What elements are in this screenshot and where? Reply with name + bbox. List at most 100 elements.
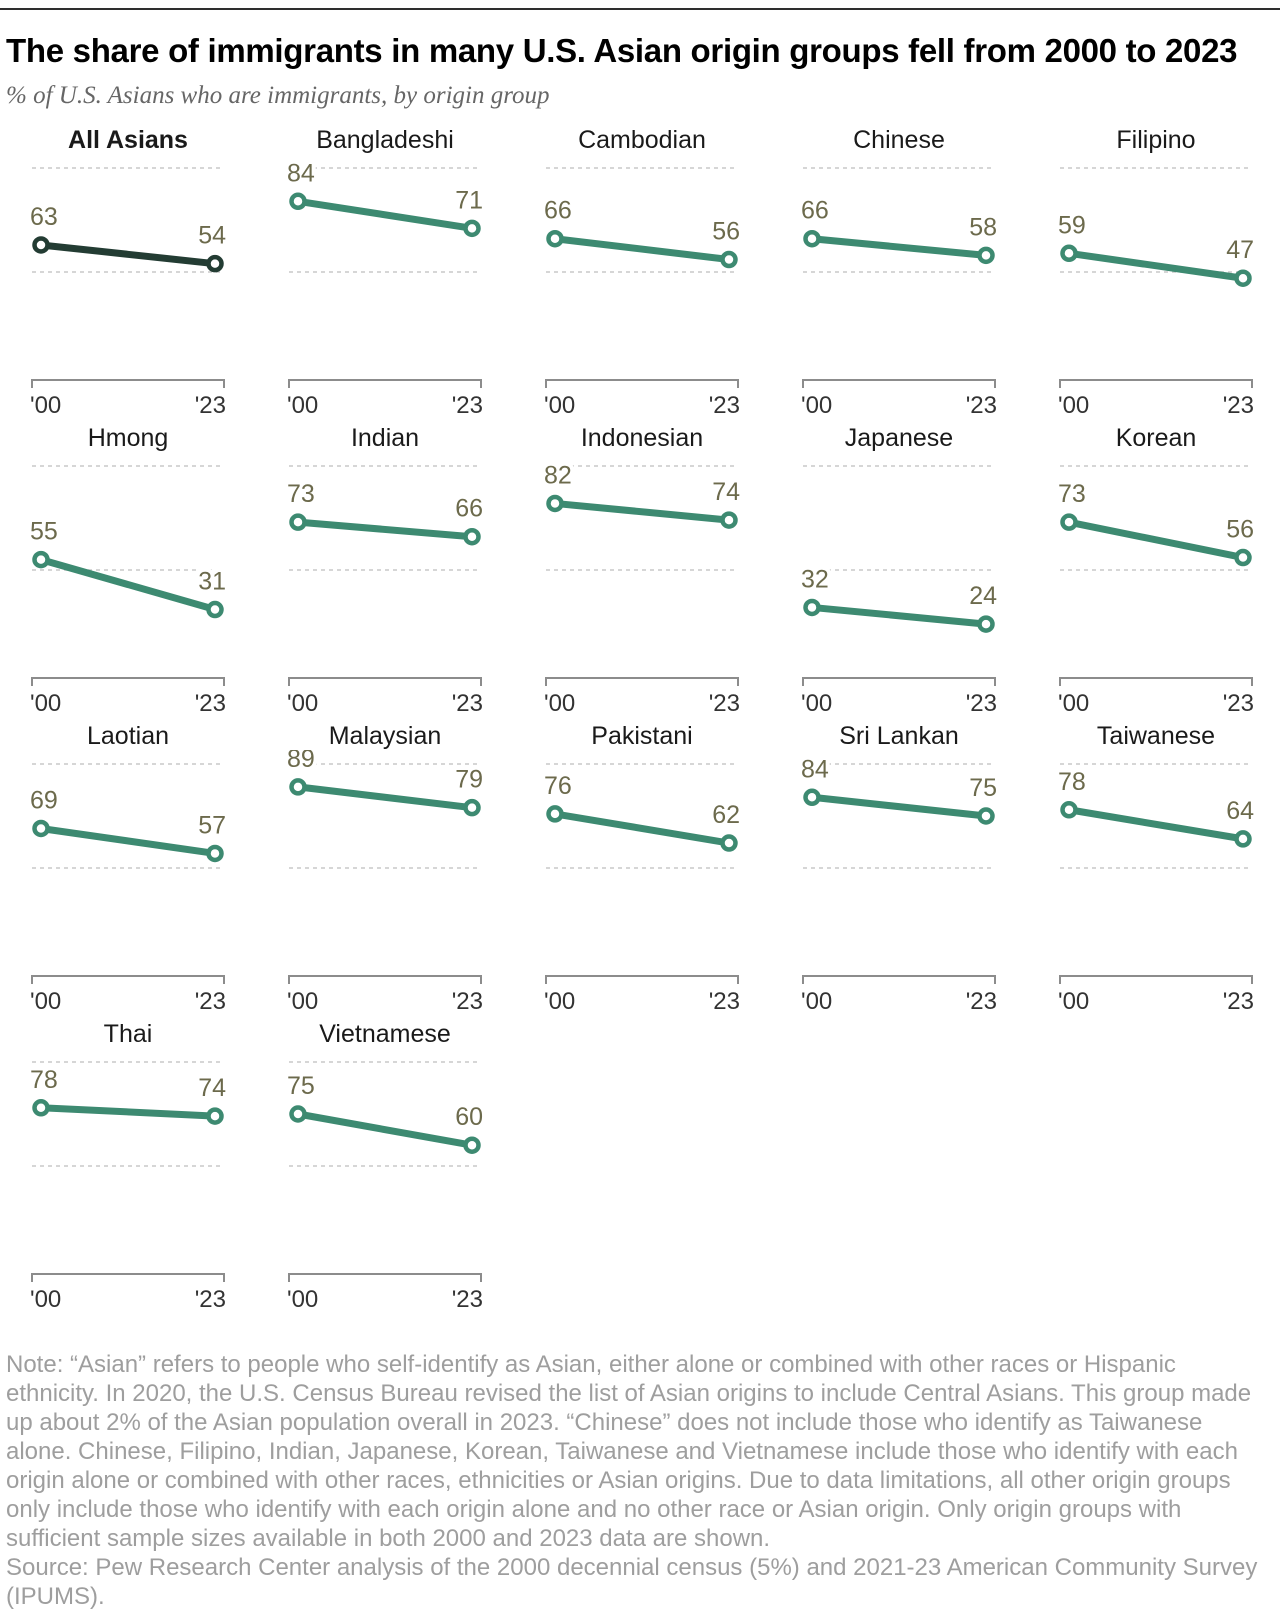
slope-line — [297, 783, 473, 812]
end-point — [1234, 548, 1252, 567]
slope-plot: '00 '23 75 60 — [287, 1061, 483, 1310]
start-value-label: 66 — [801, 197, 829, 225]
slope-plot: '00 '23 66 56 — [544, 167, 740, 416]
slope-chart-filipino: Filipino '00 '23 59 47 — [1058, 126, 1254, 416]
end-value-label: 74 — [198, 1074, 226, 1102]
start-value-label: 69 — [30, 786, 58, 814]
x-axis-label-end: '23 — [452, 392, 483, 416]
slope-chart-chinese: Chinese '00 '23 66 58 — [801, 126, 997, 416]
x-axis-bracket — [545, 677, 739, 686]
x-axis-label-start: '00 — [287, 392, 318, 416]
x-axis-bracket — [545, 379, 739, 388]
slope-chart-taiwanese: Taiwanese '00 '23 78 64 — [1058, 722, 1254, 1012]
slope-line — [554, 235, 730, 263]
slope-chart-thai: Thai '00 '23 78 74 — [30, 1020, 226, 1310]
start-point — [289, 1105, 307, 1123]
start-point — [1060, 244, 1078, 263]
slope-plot: '00 '23 89 79 — [287, 750, 483, 1012]
start-point — [546, 494, 564, 513]
start-point — [803, 229, 821, 248]
end-value-label: 71 — [455, 186, 483, 214]
slope-line — [1068, 249, 1244, 282]
start-value-label: 73 — [287, 480, 315, 508]
x-axis-bracket — [802, 975, 996, 984]
slope-chart-vietnamese: Vietnamese '00 '23 75 60 — [287, 1020, 483, 1310]
end-value-label: 60 — [455, 1103, 483, 1131]
x-axis-bracket — [1059, 677, 1253, 686]
chart-title: Sri Lankan — [839, 722, 959, 750]
slope-line — [554, 499, 730, 524]
x-axis-bracket — [31, 677, 225, 686]
x-axis-bracket — [288, 1273, 482, 1282]
start-point — [32, 1099, 50, 1117]
page-title: The share of immigrants in many U.S. Asi… — [6, 32, 1238, 69]
x-axis-label-start: '00 — [1058, 392, 1089, 416]
end-point — [463, 219, 481, 238]
slope-plot: '00 '23 32 24 — [801, 465, 997, 714]
slope-line — [811, 793, 987, 820]
x-axis-label-start: '00 — [1058, 988, 1089, 1012]
x-axis-label-end: '23 — [709, 988, 740, 1012]
slope-line — [1068, 806, 1244, 843]
chart-title: Cambodian — [578, 126, 706, 154]
slope-chart-indian: Indian '00 '23 73 66 — [287, 424, 483, 714]
x-axis-label-start: '00 — [287, 988, 318, 1012]
chart-title: Filipino — [1116, 126, 1196, 154]
x-axis-label-start: '00 — [1058, 690, 1089, 714]
x-axis-label-end: '23 — [452, 988, 483, 1012]
slope-line — [1068, 518, 1244, 561]
slope-line — [297, 197, 473, 232]
x-axis-label-end: '23 — [966, 392, 997, 416]
x-axis-label-end: '23 — [966, 690, 997, 714]
start-value-label: 63 — [30, 203, 58, 231]
x-axis-bracket — [1059, 975, 1253, 984]
end-value-label: 58 — [969, 213, 997, 241]
start-point — [546, 805, 564, 823]
end-point — [1234, 269, 1252, 287]
x-axis-label-end: '23 — [1223, 690, 1254, 714]
start-value-label: 73 — [1058, 480, 1086, 508]
start-point — [803, 788, 821, 807]
slope-chart-malaysian: Malaysian '00 '23 89 79 — [287, 722, 483, 1012]
x-axis-label-end: '23 — [195, 988, 226, 1012]
slope-line — [554, 810, 730, 847]
page-subtitle: % of U.S. Asians who are immigrants, by … — [6, 82, 550, 109]
end-point — [463, 527, 481, 546]
end-point — [977, 807, 995, 825]
chart-title: Malaysian — [328, 722, 442, 750]
start-point — [32, 236, 50, 254]
start-value-label: 75 — [287, 1072, 315, 1100]
x-axis-label-start: '00 — [801, 690, 832, 714]
chart-title: Chinese — [853, 126, 945, 154]
start-point — [1060, 513, 1078, 531]
start-value-label: 59 — [1058, 211, 1086, 239]
x-axis-label-start: '00 — [30, 1286, 61, 1310]
chart-title: Laotian — [86, 722, 170, 750]
end-value-label: 75 — [969, 774, 997, 802]
x-axis-bracket — [288, 975, 482, 984]
x-axis-label-start: '00 — [30, 392, 61, 416]
slope-plot: '00 '23 84 71 — [287, 155, 483, 416]
start-value-label: 76 — [544, 772, 572, 800]
slope-chart-laotian: Laotian '00 '23 69 57 — [30, 722, 226, 1012]
slope-line — [297, 1110, 473, 1149]
slope-line — [40, 241, 216, 268]
end-value-label: 74 — [712, 478, 740, 506]
end-point — [720, 250, 738, 269]
chart-title: Taiwanese — [1096, 722, 1216, 750]
end-value-label: 56 — [1226, 516, 1254, 544]
end-value-label: 56 — [712, 218, 740, 246]
chart-title: All Asians — [68, 126, 188, 154]
x-axis-bracket — [802, 379, 996, 388]
end-point — [463, 798, 481, 817]
x-axis-label-end: '23 — [195, 1286, 226, 1310]
chart-title: Pakistani — [591, 722, 693, 750]
x-axis-label-end: '23 — [1223, 392, 1254, 416]
x-axis-label-end: '23 — [195, 392, 226, 416]
chart-title: Indian — [350, 424, 420, 452]
slope-plot: '00 '23 59 47 — [1058, 167, 1254, 416]
slope-chart-cambodian: Cambodian '00 '23 66 56 — [544, 126, 740, 416]
x-axis-label-start: '00 — [544, 690, 575, 714]
note-text: Note: “Asian” refers to people who self-… — [6, 1351, 1252, 1552]
start-point — [289, 513, 307, 531]
